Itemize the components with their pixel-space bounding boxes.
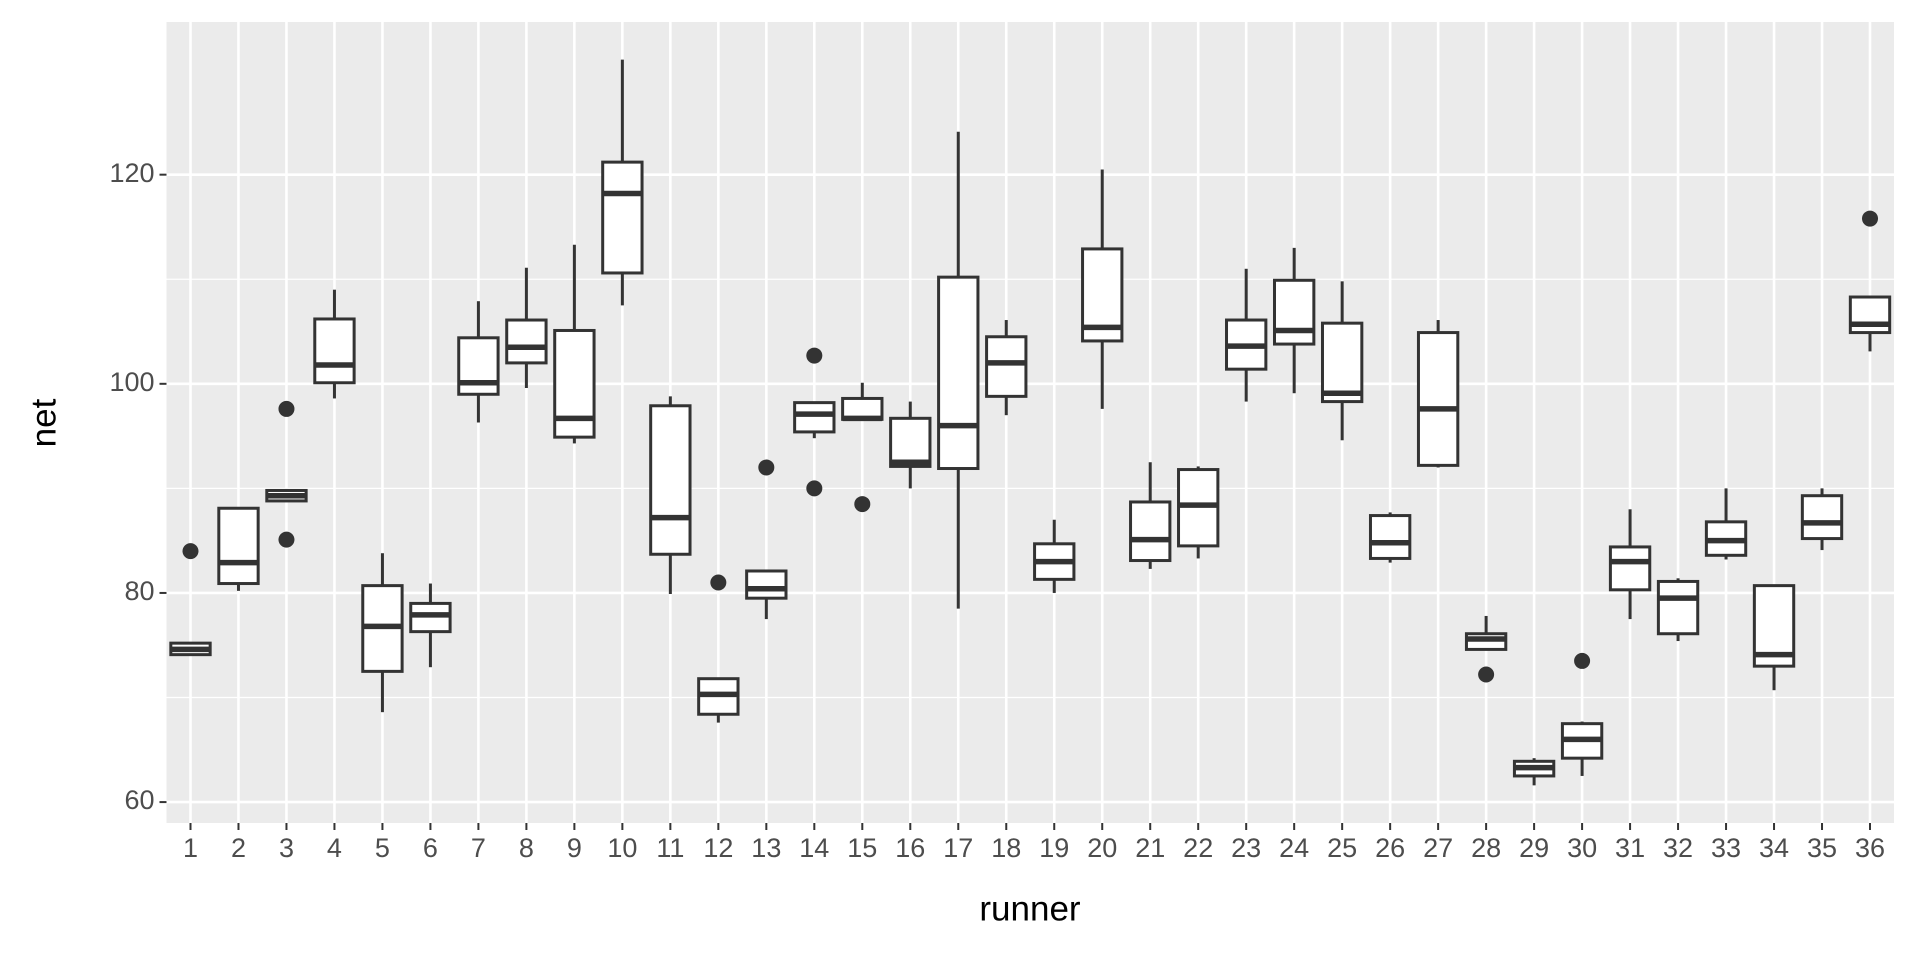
outlier <box>806 347 823 364</box>
outlier <box>278 400 295 417</box>
box <box>1129 500 1172 563</box>
y-tick-label: 80 <box>124 576 154 606</box>
x-tick-label: 4 <box>327 833 342 863</box>
x-tick-label: 14 <box>799 833 829 863</box>
x-tick-label: 1 <box>183 833 198 863</box>
x-tick-label: 28 <box>1471 833 1501 863</box>
box <box>745 569 788 600</box>
box <box>1656 579 1700 636</box>
outlier <box>278 531 295 548</box>
x-tick-label: 6 <box>423 833 438 863</box>
y-tick-label: 120 <box>109 158 154 188</box>
outlier <box>182 543 199 560</box>
x-tick-label: 7 <box>471 833 486 863</box>
x-tick-label: 25 <box>1327 833 1357 863</box>
box <box>1416 331 1460 467</box>
x-tick-label: 36 <box>1855 833 1885 863</box>
panel <box>166 22 1894 823</box>
x-tick-label: 16 <box>895 833 925 863</box>
box <box>457 336 500 396</box>
x-tick-label: 8 <box>519 833 534 863</box>
x-tick-label: 26 <box>1375 833 1405 863</box>
box <box>601 160 644 275</box>
box <box>1800 494 1844 541</box>
x-tick-label: 17 <box>943 833 973 863</box>
box <box>505 318 548 365</box>
box <box>937 275 980 471</box>
x-tick-label: 9 <box>567 833 582 863</box>
box <box>553 328 596 439</box>
x-tick-label: 18 <box>991 833 1021 863</box>
box <box>1368 514 1412 560</box>
box <box>1272 278 1316 346</box>
x-tick-label: 23 <box>1231 833 1261 863</box>
x-tick-label: 27 <box>1423 833 1453 863</box>
outlier <box>1862 210 1879 227</box>
x-tick-label: 10 <box>607 833 637 863</box>
x-tick-label: 5 <box>375 833 390 863</box>
outlier <box>710 574 727 591</box>
outlier <box>1478 666 1495 683</box>
x-tick-label: 33 <box>1711 833 1741 863</box>
outlier <box>806 480 823 497</box>
x-axis-title: runner <box>979 889 1081 928</box>
box <box>313 317 356 385</box>
box <box>985 335 1028 398</box>
x-tick-label: 3 <box>279 833 294 863</box>
x-tick-label: 19 <box>1039 833 1069 863</box>
y-tick-label: 60 <box>124 785 154 815</box>
box <box>649 404 692 556</box>
x-tick-label: 29 <box>1519 833 1549 863</box>
x-tick-label: 34 <box>1759 833 1789 863</box>
x-tick-label: 30 <box>1567 833 1597 863</box>
box <box>1848 295 1892 335</box>
x-tick-label: 24 <box>1279 833 1309 863</box>
box <box>889 416 932 468</box>
x-tick-label: 13 <box>751 833 781 863</box>
x-tick-label: 35 <box>1807 833 1837 863</box>
box <box>793 401 836 434</box>
box <box>1320 321 1364 404</box>
box <box>217 506 260 586</box>
x-tick-label: 22 <box>1183 833 1213 863</box>
x-tick-label: 20 <box>1087 833 1117 863</box>
y-tick-label: 100 <box>109 367 154 397</box>
x-tick-label: 11 <box>656 833 684 863</box>
x-tick-label: 2 <box>231 833 246 863</box>
x-tick-label: 32 <box>1663 833 1693 863</box>
y-axis-title: net <box>24 398 63 447</box>
x-tick-label: 31 <box>1615 833 1645 863</box>
x-tick-label: 12 <box>703 833 733 863</box>
outlier <box>854 496 871 513</box>
outlier <box>1574 652 1591 669</box>
x-tick-label: 21 <box>1135 833 1165 863</box>
box <box>1608 545 1652 592</box>
x-tick-label: 15 <box>847 833 877 863</box>
outlier <box>758 459 775 476</box>
